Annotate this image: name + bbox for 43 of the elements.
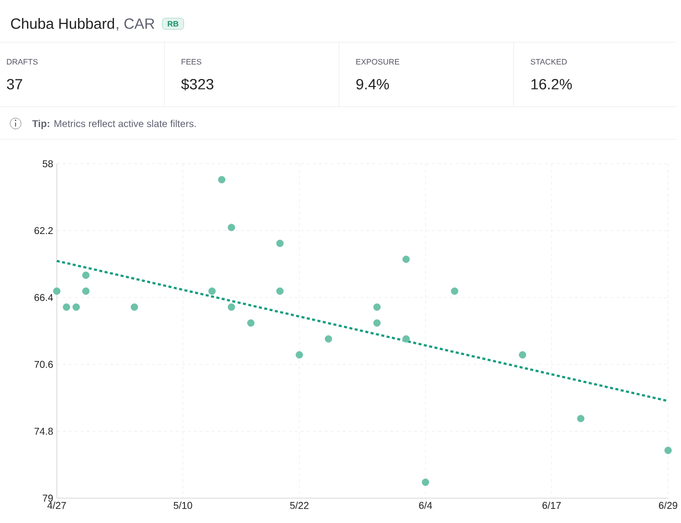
point (208, 287, 216, 295)
y-tick-label: 70.6 (34, 360, 53, 368)
y-tick-label: 74.8 (34, 428, 53, 435)
text: Tip: Metrics reflect active slate filters. (32, 120, 196, 130)
point (577, 414, 584, 422)
x-tick-label: 5/22 (290, 502, 308, 509)
point (247, 319, 255, 327)
point (664, 446, 672, 454)
point (228, 303, 236, 311)
point (373, 303, 381, 311)
y-tick-label: 79 (42, 494, 53, 502)
point (402, 335, 410, 343)
point (228, 224, 236, 232)
point (218, 176, 226, 184)
chart-subtitle: , CAR (116, 18, 154, 31)
chart-title: Chuba Hubbard (11, 18, 114, 29)
x-tick-label: 5/10 (174, 502, 192, 509)
x-tick-label: 4/27 (47, 502, 66, 509)
point (276, 240, 284, 248)
point (422, 478, 430, 486)
point (82, 287, 90, 295)
point (62, 303, 70, 311)
point (276, 287, 284, 295)
point (82, 272, 90, 279)
point (72, 303, 80, 311)
text: 9.4% (356, 78, 389, 90)
y-tick-label: 62.2 (34, 227, 53, 234)
point (324, 335, 332, 343)
x-tick-label: 6/29 (658, 502, 678, 509)
point (402, 256, 410, 263)
point (296, 351, 304, 359)
text: $323 (181, 78, 214, 90)
point (53, 287, 60, 295)
point (518, 351, 526, 359)
text: 16.2% (531, 78, 572, 90)
text: 37 (6, 78, 22, 90)
y-tick-label: 58 (42, 160, 53, 168)
point (130, 303, 138, 311)
y-tick-label: 66.4 (34, 294, 53, 302)
x-tick-label: 6/17 (542, 502, 561, 509)
point (450, 287, 458, 295)
x-tick-label: 6/4 (419, 502, 432, 509)
point (373, 319, 381, 327)
